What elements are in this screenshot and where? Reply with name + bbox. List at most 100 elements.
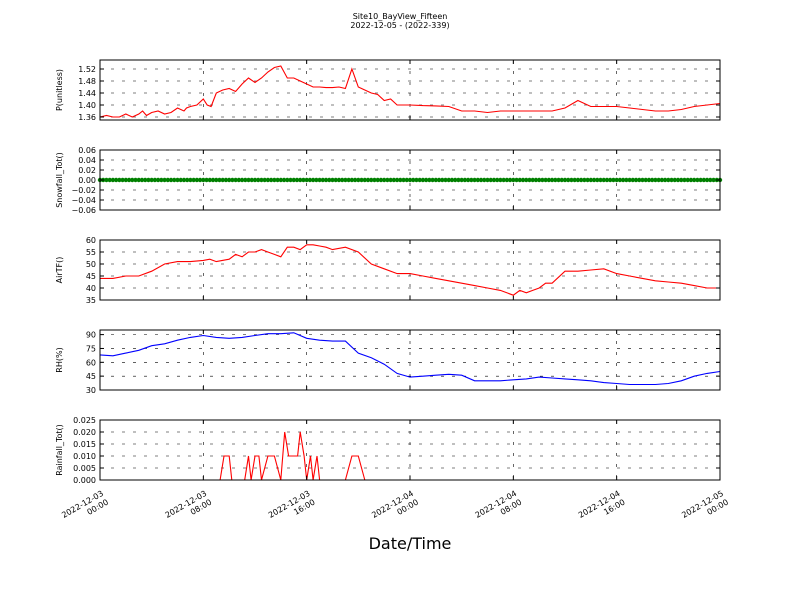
snowfall-point bbox=[259, 177, 264, 183]
snowfall-point bbox=[611, 177, 616, 183]
snowfall-point bbox=[314, 177, 319, 183]
panel-frame-3 bbox=[99, 329, 721, 391]
snowfall-point bbox=[691, 177, 697, 183]
snowfall-point bbox=[546, 177, 552, 183]
snowfall-point bbox=[585, 177, 590, 183]
snowfall-point bbox=[465, 177, 471, 183]
snowfall-point bbox=[152, 177, 158, 183]
snowfall-point bbox=[265, 177, 271, 183]
snowfall-point bbox=[543, 177, 548, 183]
series-line-0 bbox=[99, 65, 721, 118]
snowfall-point bbox=[217, 177, 222, 183]
snowfall-point bbox=[637, 177, 642, 183]
snowfall-point bbox=[653, 177, 658, 183]
y-tick-label: 90 bbox=[86, 331, 96, 340]
y-axis-label: AirTF() bbox=[55, 257, 64, 284]
y-axis-label: Rainfall_Tot() bbox=[55, 424, 64, 476]
y-axis-label: RH(%) bbox=[55, 347, 64, 372]
snowfall-point bbox=[113, 177, 119, 183]
snowfall-point bbox=[423, 177, 429, 183]
snowfall-point bbox=[401, 177, 406, 183]
snowfall-point bbox=[630, 177, 636, 183]
snowfall-point bbox=[365, 177, 371, 183]
snowfall-point bbox=[504, 177, 510, 183]
snowfall-point bbox=[281, 177, 287, 183]
snowfall-point bbox=[601, 177, 606, 183]
y-tick-label: 55 bbox=[86, 248, 96, 257]
snowfall-point bbox=[369, 177, 374, 183]
snowfall-point bbox=[524, 177, 529, 183]
snowfall-point bbox=[352, 177, 358, 183]
snowfall-point bbox=[478, 177, 484, 183]
snowfall-point bbox=[378, 177, 384, 183]
snowfall-point bbox=[268, 177, 274, 183]
y-tick-label: 35 bbox=[86, 296, 96, 305]
y-tick-label: 1.52 bbox=[78, 65, 96, 74]
snowfall-point bbox=[430, 177, 435, 183]
snowfall-point bbox=[262, 177, 267, 183]
snowfall-point bbox=[236, 177, 242, 183]
snowfall-point bbox=[155, 177, 161, 183]
snowfall-point bbox=[133, 177, 138, 183]
x-tick-label: 2022-12-0308:00 bbox=[164, 489, 214, 529]
y-tick-label: 0.015 bbox=[73, 440, 96, 449]
snowfall-point bbox=[175, 177, 180, 183]
y-tick-label: 0.020 bbox=[73, 428, 96, 437]
snowfall-point bbox=[149, 177, 154, 183]
snowfall-point bbox=[482, 177, 487, 183]
snowfall-point bbox=[256, 177, 261, 183]
snowfall-point bbox=[708, 177, 713, 183]
snowfall-point bbox=[165, 177, 171, 183]
snowfall-point bbox=[333, 177, 338, 183]
snowfall-point bbox=[349, 177, 355, 183]
snowfall-point bbox=[456, 177, 461, 183]
snowfall-point bbox=[168, 177, 174, 183]
snowfall-point bbox=[123, 177, 129, 183]
snowfall-point bbox=[527, 177, 532, 183]
snowfall-point bbox=[243, 177, 248, 183]
y-tick-label: 40 bbox=[86, 284, 96, 293]
snowfall-point bbox=[491, 177, 497, 183]
snowfall-point bbox=[501, 177, 506, 183]
y-tick-label: 75 bbox=[86, 344, 96, 353]
y-tick-label: 1.40 bbox=[78, 101, 96, 110]
snowfall-point bbox=[627, 177, 632, 183]
snowfall-point bbox=[553, 177, 558, 183]
snowfall-point bbox=[695, 177, 700, 183]
y-tick-label: 60 bbox=[86, 236, 96, 245]
snowfall-point bbox=[646, 177, 652, 183]
snowfall-point bbox=[130, 177, 135, 183]
snowfall-point bbox=[488, 177, 493, 183]
snowfall-point bbox=[298, 177, 303, 183]
x-tick-label: 2022-12-0500:00 bbox=[680, 489, 730, 529]
snowfall-point bbox=[688, 177, 694, 183]
snowfall-point bbox=[436, 177, 442, 183]
snowfall-point bbox=[598, 177, 603, 183]
snowfall-point bbox=[588, 177, 594, 183]
y-tick-label: 50 bbox=[86, 260, 96, 269]
snowfall-point bbox=[327, 177, 332, 183]
snowfall-point bbox=[246, 177, 251, 183]
snowfall-point bbox=[323, 177, 329, 183]
snowfall-point bbox=[178, 177, 183, 183]
snowfall-point bbox=[679, 177, 684, 183]
snowfall-point bbox=[556, 177, 561, 183]
snowfall-point bbox=[536, 177, 542, 183]
snowfall-point bbox=[578, 177, 584, 183]
snowfall-point bbox=[407, 177, 413, 183]
snowfall-point bbox=[320, 177, 326, 183]
snowfall-point bbox=[372, 177, 377, 183]
snowfall-point bbox=[498, 177, 503, 183]
snowfall-point bbox=[159, 177, 164, 183]
snowfall-point bbox=[249, 177, 254, 183]
snowfall-point bbox=[210, 177, 216, 183]
snowfall-point bbox=[475, 177, 481, 183]
snowfall-point bbox=[356, 177, 361, 183]
snowfall-point bbox=[336, 177, 342, 183]
snowfall-point bbox=[275, 177, 280, 183]
snowfall-point bbox=[453, 177, 458, 183]
snowfall-point bbox=[388, 177, 393, 183]
y-tick-label: −0.04 bbox=[71, 196, 96, 205]
